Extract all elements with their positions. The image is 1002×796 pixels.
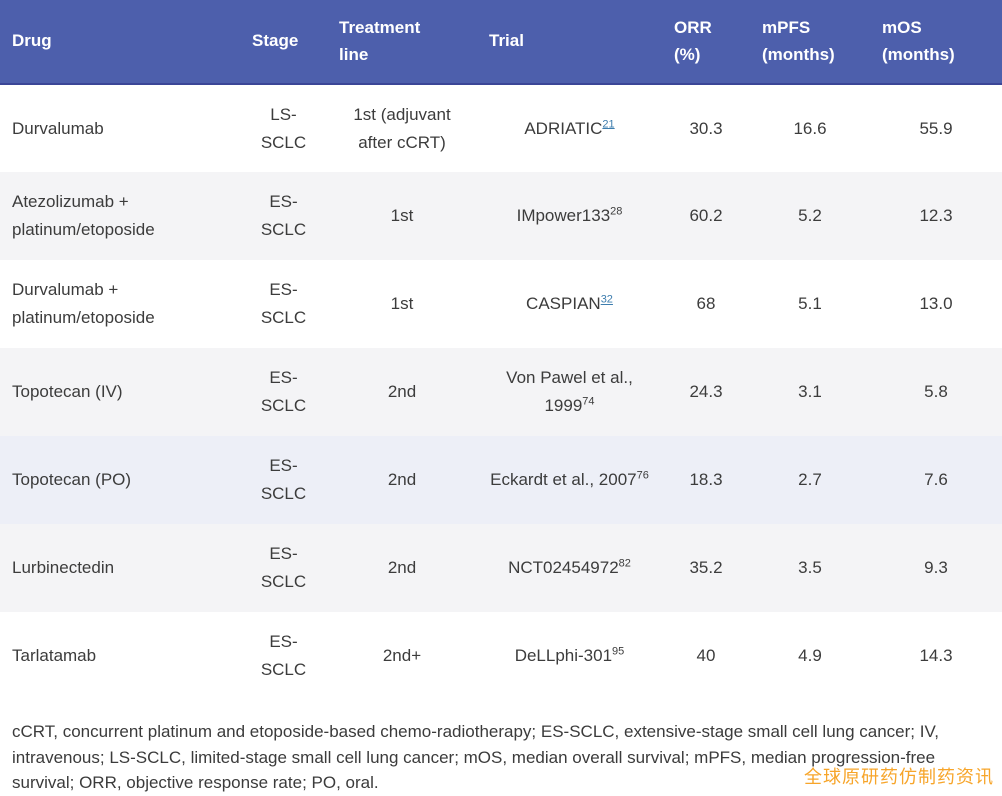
orr-cell: 60.2 xyxy=(689,206,723,226)
mos-cell: 13.0 xyxy=(919,294,953,314)
trial-name: ADRIATIC xyxy=(524,118,603,138)
orr-cell: 18.3 xyxy=(689,470,723,490)
stage-cell: ES-SCLC xyxy=(260,280,307,327)
drug-cell: Durvalumab xyxy=(12,118,104,138)
drug-cell: Tarlatamab xyxy=(12,646,97,666)
mpfs-cell: 16.6 xyxy=(793,118,827,138)
trial-cell: IMpower13328 xyxy=(477,172,662,260)
treatment-line-cell: 2nd xyxy=(387,470,417,490)
header-treatment-line: Treatment line xyxy=(327,0,477,85)
header-trial: Trial xyxy=(477,0,662,85)
orr-cell: 30.3 xyxy=(689,118,723,138)
table-row: Durvalumab + platinum/etoposide ES-SCLC … xyxy=(0,260,1002,348)
stage-cell: ES-SCLC xyxy=(260,544,307,591)
treatment-line-cell: 2nd xyxy=(387,558,417,578)
trial-cell: CASPIAN32 xyxy=(477,260,662,348)
treatment-line-cell: 1st xyxy=(390,294,414,314)
reference-superscript: 76 xyxy=(636,469,649,482)
trial-cell: DeLLphi-30195 xyxy=(477,612,662,700)
mpfs-cell: 3.1 xyxy=(798,382,822,402)
drug-cell: Atezolizumab + platinum/etoposide xyxy=(12,192,155,239)
stage-cell: LS-SCLC xyxy=(260,104,307,152)
orr-cell: 24.3 xyxy=(689,382,723,402)
header-mos: mOS (months) xyxy=(870,0,1002,85)
stage-cell: ES-SCLC xyxy=(260,368,307,415)
stage-cell: ES-SCLC xyxy=(260,632,307,679)
trial-name: Von Pawel et al., 1999 xyxy=(506,368,633,415)
reference-superscript: 82 xyxy=(618,557,631,570)
table-row: Tarlatamab ES-SCLC 2nd+ DeLLphi-30195 40… xyxy=(0,612,1002,700)
trial-name: CASPIAN xyxy=(526,294,601,314)
treatment-line-cell: 2nd+ xyxy=(382,646,422,666)
table-row: Atezolizumab + platinum/etoposide ES-SCL… xyxy=(0,172,1002,260)
mos-cell: 9.3 xyxy=(924,558,948,578)
mos-cell: 7.6 xyxy=(924,470,948,490)
reference-superscript: 74 xyxy=(582,395,595,408)
drug-cell: Topotecan (PO) xyxy=(12,470,132,490)
table-header: Drug Stage Treatment line Trial ORR (%) mP… xyxy=(0,0,1002,85)
header-stage: Stage xyxy=(240,0,327,85)
drug-cell: Durvalumab + platinum/etoposide xyxy=(12,280,155,327)
table-row: Topotecan (IV) ES-SCLC 2nd Von Pawel et … xyxy=(0,348,1002,436)
mpfs-cell: 4.9 xyxy=(798,646,822,666)
orr-cell: 35.2 xyxy=(689,558,723,578)
stage-cell: ES-SCLC xyxy=(260,456,307,503)
trial-name: NCT02454972 xyxy=(508,558,619,578)
mos-cell: 12.3 xyxy=(919,206,953,226)
mos-cell: 55.9 xyxy=(919,118,953,138)
watermark: 全球原研药仿制药资讯 xyxy=(804,767,994,787)
table-row: Durvalumab LS-SCLC 1st (adjuvant after c… xyxy=(0,84,1002,172)
reference-link[interactable]: 21 xyxy=(602,118,615,131)
reference-superscript: 28 xyxy=(610,205,623,218)
table-body: Durvalumab LS-SCLC 1st (adjuvant after c… xyxy=(0,84,1002,700)
mos-cell: 5.8 xyxy=(924,382,948,402)
trial-cell: Eckardt et al., 200776 xyxy=(477,436,662,524)
treatment-comparison-table: Drug Stage Treatment line Trial ORR (%) mP… xyxy=(0,0,1002,700)
reference-link[interactable]: 32 xyxy=(600,293,613,306)
trial-name: IMpower133 xyxy=(516,206,611,226)
header-row: Drug Stage Treatment line Trial ORR (%) mP… xyxy=(0,0,1002,85)
trial-cell: Von Pawel et al., 199974 xyxy=(477,348,662,436)
trial-cell: NCT0245497282 xyxy=(477,524,662,612)
mos-cell: 14.3 xyxy=(919,646,953,666)
drug-cell: Lurbinectedin xyxy=(12,558,115,578)
header-mpfs: mPFS (months) xyxy=(750,0,870,85)
mpfs-cell: 5.1 xyxy=(798,294,822,314)
header-orr: ORR (%) xyxy=(662,0,750,85)
abbreviations-footnote: cCRT, concurrent platinum and etoposide-… xyxy=(12,722,939,792)
trial-cell: ADRIATIC21 xyxy=(477,84,662,172)
orr-cell: 40 xyxy=(696,646,716,666)
stage-cell: ES-SCLC xyxy=(260,192,307,239)
treatment-line-cell: 1st (adjuvant after cCRT) xyxy=(353,104,451,152)
mpfs-cell: 5.2 xyxy=(798,206,822,226)
treatment-line-cell: 2nd xyxy=(387,382,417,402)
drug-cell: Topotecan (IV) xyxy=(12,382,123,402)
mpfs-cell: 2.7 xyxy=(798,470,822,490)
mpfs-cell: 3.5 xyxy=(798,558,822,578)
treatment-line-cell: 1st xyxy=(390,206,414,226)
trial-name: DeLLphi-301 xyxy=(514,646,613,666)
orr-cell: 68 xyxy=(696,294,716,314)
reference-superscript: 95 xyxy=(612,645,625,658)
header-drug: Drug xyxy=(0,0,240,85)
table-row: Topotecan (PO) ES-SCLC 2nd Eckardt et al… xyxy=(0,436,1002,524)
trial-name: Eckardt et al., 2007 xyxy=(490,470,637,490)
table-row: Lurbinectedin ES-SCLC 2nd NCT0245497282 … xyxy=(0,524,1002,612)
